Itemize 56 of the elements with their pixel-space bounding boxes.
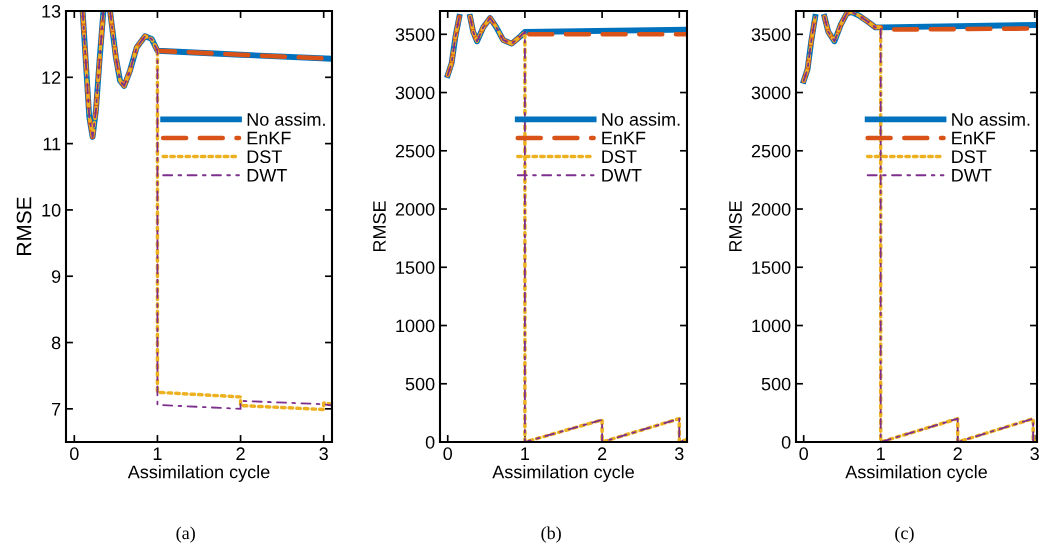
legend-label: No assim. xyxy=(952,112,1030,126)
y-tick-label: 11 xyxy=(43,137,61,151)
y-tick-label: 500 xyxy=(405,377,435,391)
x-tick-label: 3 xyxy=(1030,447,1039,461)
y-tick-label: 1500 xyxy=(396,261,435,274)
x-tick-label: 0 xyxy=(70,447,79,461)
y-tick-label: 1500 xyxy=(752,261,791,274)
y-tick-label: 3000 xyxy=(395,86,435,100)
x-tick-label: 1 xyxy=(877,447,885,460)
y-tick-label: 500 xyxy=(761,377,791,391)
text: (b) xyxy=(541,526,561,543)
y-tick-label: 13 xyxy=(42,4,61,18)
x-tick-label: 0 xyxy=(443,447,453,461)
x-tick-label: 0 xyxy=(799,447,809,461)
x-tick-label: 2 xyxy=(236,447,245,460)
y-tick-label: 2500 xyxy=(751,144,791,158)
y-tick-label: 2500 xyxy=(395,144,435,158)
legend-label: No assim. xyxy=(247,112,325,126)
text: (a) xyxy=(176,526,195,543)
x-axis-title: Assimilation cycle xyxy=(127,465,270,482)
y-tick-label: 3500 xyxy=(395,28,435,42)
y-tick-label: 9 xyxy=(51,270,61,283)
x-tick-label: 2 xyxy=(597,447,607,460)
legend-label: DWT xyxy=(602,169,642,182)
y-tick-label: 3000 xyxy=(751,86,791,100)
x-axis-title: Assimilation cycle xyxy=(492,465,634,482)
y-tick-label: 7 xyxy=(52,402,61,416)
y-tick-label: 1000 xyxy=(752,319,791,333)
legend-label: DST xyxy=(952,150,987,164)
legend-label: DST xyxy=(247,150,282,164)
legend-label: EnKF xyxy=(952,131,996,145)
legend-label: EnKF xyxy=(602,131,646,145)
y-axis-title: RMSE xyxy=(373,201,386,252)
y-tick-label: 12 xyxy=(42,71,61,84)
y-tick-label: 2000 xyxy=(751,202,791,216)
x-tick-label: 1 xyxy=(153,447,162,460)
x-tick-label: 3 xyxy=(674,447,684,461)
y-tick-label: 8 xyxy=(51,336,61,350)
y-tick-label: 0 xyxy=(425,435,435,449)
y-tick-label: 0 xyxy=(781,435,791,449)
legend-label: DWT xyxy=(247,169,287,182)
y-tick-label: 3500 xyxy=(751,28,791,42)
y-axis-title: RMSE xyxy=(729,201,742,252)
y-tick-label: 1000 xyxy=(396,319,435,333)
legend-label: EnKF xyxy=(247,131,291,145)
x-tick-label: 2 xyxy=(953,447,962,460)
legend-label: No assim. xyxy=(602,112,680,126)
legend-label: DST xyxy=(602,150,637,164)
legend-label: DWT xyxy=(952,169,992,182)
x-tick-label: 3 xyxy=(319,447,328,461)
text: (c) xyxy=(895,526,914,543)
y-tick-label: 10 xyxy=(42,203,61,217)
x-tick-label: 1 xyxy=(521,447,530,460)
y-axis-title: RMSE xyxy=(16,197,32,255)
x-axis-title: Assimilation cycle xyxy=(845,465,987,482)
y-tick-label: 2000 xyxy=(395,202,435,216)
